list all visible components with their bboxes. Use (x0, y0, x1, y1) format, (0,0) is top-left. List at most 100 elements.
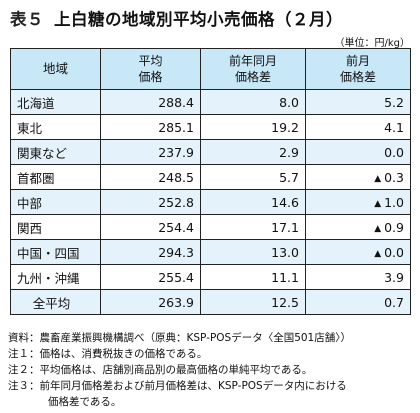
price-cell-value: 248.5 (158, 169, 194, 185)
note-3-line1: 注３：前年同月価格差および前月価格差は、KSP-POSデータ内における (8, 380, 347, 392)
region-cell-value: 北海道 (17, 95, 55, 111)
price-cell-value: 252.8 (158, 194, 194, 210)
price-cell-value: 263.9 (158, 294, 194, 310)
mom-diff-cell-value: 3.9 (384, 269, 404, 285)
note-2: 注２：平均価格は、店舗別商品別の最高価格の単純平均である。 (8, 364, 313, 376)
price-cell-value: 294.3 (158, 244, 194, 260)
region-cell: 九州・沖縄 (10, 264, 101, 290)
region-cell-value: 東北 (17, 120, 43, 136)
table-row: 東北 285.1 19.2 4.1 (10, 114, 411, 140)
table-row: 関東など 237.9 2.9 0.0 (10, 139, 411, 165)
price-cell-value: 285.1 (158, 119, 194, 135)
mom-diff-cell: ▲ 0.3 (305, 164, 411, 190)
region-cell-value: 全平均 (32, 295, 71, 311)
header-yoy-line2: 価格差 (234, 70, 271, 84)
region-cell: 中部 (10, 189, 101, 215)
table-row: 首都圏 248.5 5.7 ▲ 0.3 (10, 164, 411, 190)
region-cell-value: 中部 (17, 195, 43, 211)
price-cell-value: 254.4 (158, 219, 194, 235)
table-row: 中国・四国 294.3 13.0 ▲ 0.0 (10, 239, 411, 265)
region-cell: 全平均 (10, 289, 101, 315)
mom-diff-cell-value: 0.0 (384, 144, 404, 160)
yoy-diff-cell: 12.5 (200, 289, 306, 315)
region-cell: 東北 (10, 114, 101, 140)
price-cell: 254.4 (100, 214, 201, 240)
price-cell: 255.4 (100, 264, 201, 290)
note-3-line2: 価格差である。 (48, 396, 122, 408)
price-cell-value: 255.4 (158, 269, 194, 285)
mom-diff-cell: 5.2 (305, 89, 411, 115)
mom-diff-cell-value: 4.1 (384, 119, 404, 135)
mom-diff-cell: 3.9 (305, 264, 411, 290)
yoy-diff-cell-value: 5.7 (279, 169, 299, 185)
mom-diff-cell: 0.7 (305, 289, 411, 315)
table-body: 北海道 288.4 8.0 5.2 東北 285.1 19.2 4.1 関東など 237.9 2.9… (10, 89, 411, 315)
price-cell: 237.9 (100, 139, 201, 165)
mom-diff-cell-value: 5.2 (384, 94, 404, 110)
region-cell: 関西 (10, 214, 101, 240)
header-region-label: 地域 (42, 61, 68, 76)
table-title: 表５ 上白糖の地域別平均小売価格（２月） (10, 6, 415, 30)
yoy-diff-cell: 11.1 (200, 264, 306, 290)
yoy-diff-cell-value: 2.9 (279, 144, 299, 160)
yoy-diff-cell: 2.9 (200, 139, 306, 165)
table-row: 中部 252.8 14.6 ▲ 1.0 (10, 189, 411, 215)
mom-diff-cell-value: 0.7 (384, 294, 404, 310)
negative-triangle-icon: ▲ (374, 198, 382, 209)
yoy-diff-cell: 13.0 (200, 239, 306, 265)
mom-diff-cell: ▲ 0.0 (305, 239, 411, 265)
region-cell: 首都圏 (10, 164, 101, 190)
yoy-diff-cell-value: 14.6 (271, 194, 299, 210)
price-cell: 288.4 (100, 89, 201, 115)
table-row: 九州・沖縄 255.4 11.1 3.9 (10, 264, 411, 290)
header-mom-line1: 前月 (345, 54, 370, 68)
region-cell-value: 九州・沖縄 (17, 270, 80, 286)
mom-diff-cell-value: 0.3 (384, 169, 404, 185)
price-cell: 294.3 (100, 239, 201, 265)
region-cell-value: 首都圏 (17, 170, 55, 186)
region-cell: 北海道 (10, 89, 101, 115)
header-price: 平均 価格 (100, 48, 201, 90)
table-number: 表５ (10, 10, 44, 29)
mom-diff-cell: 4.1 (305, 114, 411, 140)
header-region: 地域 (10, 48, 101, 90)
header-mom: 前月 価格差 (305, 48, 411, 90)
region-cell: 関東など (10, 139, 101, 165)
price-cell: 263.9 (100, 289, 201, 315)
region-cell-value: 中国・四国 (17, 245, 80, 261)
mom-diff-cell-value: 1.0 (384, 194, 404, 210)
negative-triangle-icon: ▲ (374, 223, 382, 234)
note-1: 注１：価格は、消費税抜きの価格である。 (8, 348, 208, 360)
header-yoy-line1: 前年同月 (228, 54, 277, 68)
price-table: 地域 平均 価格 前年同月価格差 前月価格差 北海道 288.4 8.0 5.2 東北 28… (10, 48, 411, 315)
yoy-diff-cell-value: 11.1 (271, 269, 299, 285)
region-cell-value: 関西 (17, 220, 43, 236)
price-cell: 252.8 (100, 189, 201, 215)
header-mom-line2: 価格差 (339, 70, 376, 84)
price-cell-value: 288.4 (158, 94, 194, 110)
mom-diff-cell: ▲ 0.9 (305, 214, 411, 240)
yoy-diff-cell: 14.6 (200, 189, 306, 215)
table-title-text: 上白糖の地域別平均小売価格（２月） (54, 10, 343, 29)
table-row: 関西 254.4 17.1 ▲ 0.9 (10, 214, 411, 240)
mom-diff-cell: ▲ 1.0 (305, 189, 411, 215)
yoy-diff-cell: 19.2 (200, 114, 306, 140)
table-row: 全平均 263.9 12.5 0.7 (10, 289, 411, 315)
mom-diff-cell-value: 0.0 (384, 244, 404, 260)
table-row: 北海道 288.4 8.0 5.2 (10, 89, 411, 115)
yoy-diff-cell-value: 17.1 (271, 219, 299, 235)
note-source: 資料：農畜産業振興機構調べ（原典：KSP-POSデータ〈全国501店舗〉） (8, 332, 351, 344)
notes: 資料：農畜産業振興機構調べ（原典：KSP-POSデータ〈全国501店舗〉） 注１… (8, 330, 413, 410)
yoy-diff-cell-value: 8.0 (279, 94, 299, 110)
negative-triangle-icon: ▲ (374, 173, 382, 184)
unit-label: （単位：円/kg） (334, 38, 410, 49)
region-cell: 中国・四国 (10, 239, 101, 265)
yoy-diff-cell: 8.0 (200, 89, 306, 115)
header-price-line2: 価格 (138, 70, 163, 84)
yoy-diff-cell-value: 13.0 (271, 244, 299, 260)
yoy-diff-cell-value: 12.5 (271, 294, 299, 310)
yoy-diff-cell-value: 19.2 (271, 119, 299, 135)
mom-diff-cell: 0.0 (305, 139, 411, 165)
price-cell: 285.1 (100, 114, 201, 140)
price-cell: 248.5 (100, 164, 201, 190)
